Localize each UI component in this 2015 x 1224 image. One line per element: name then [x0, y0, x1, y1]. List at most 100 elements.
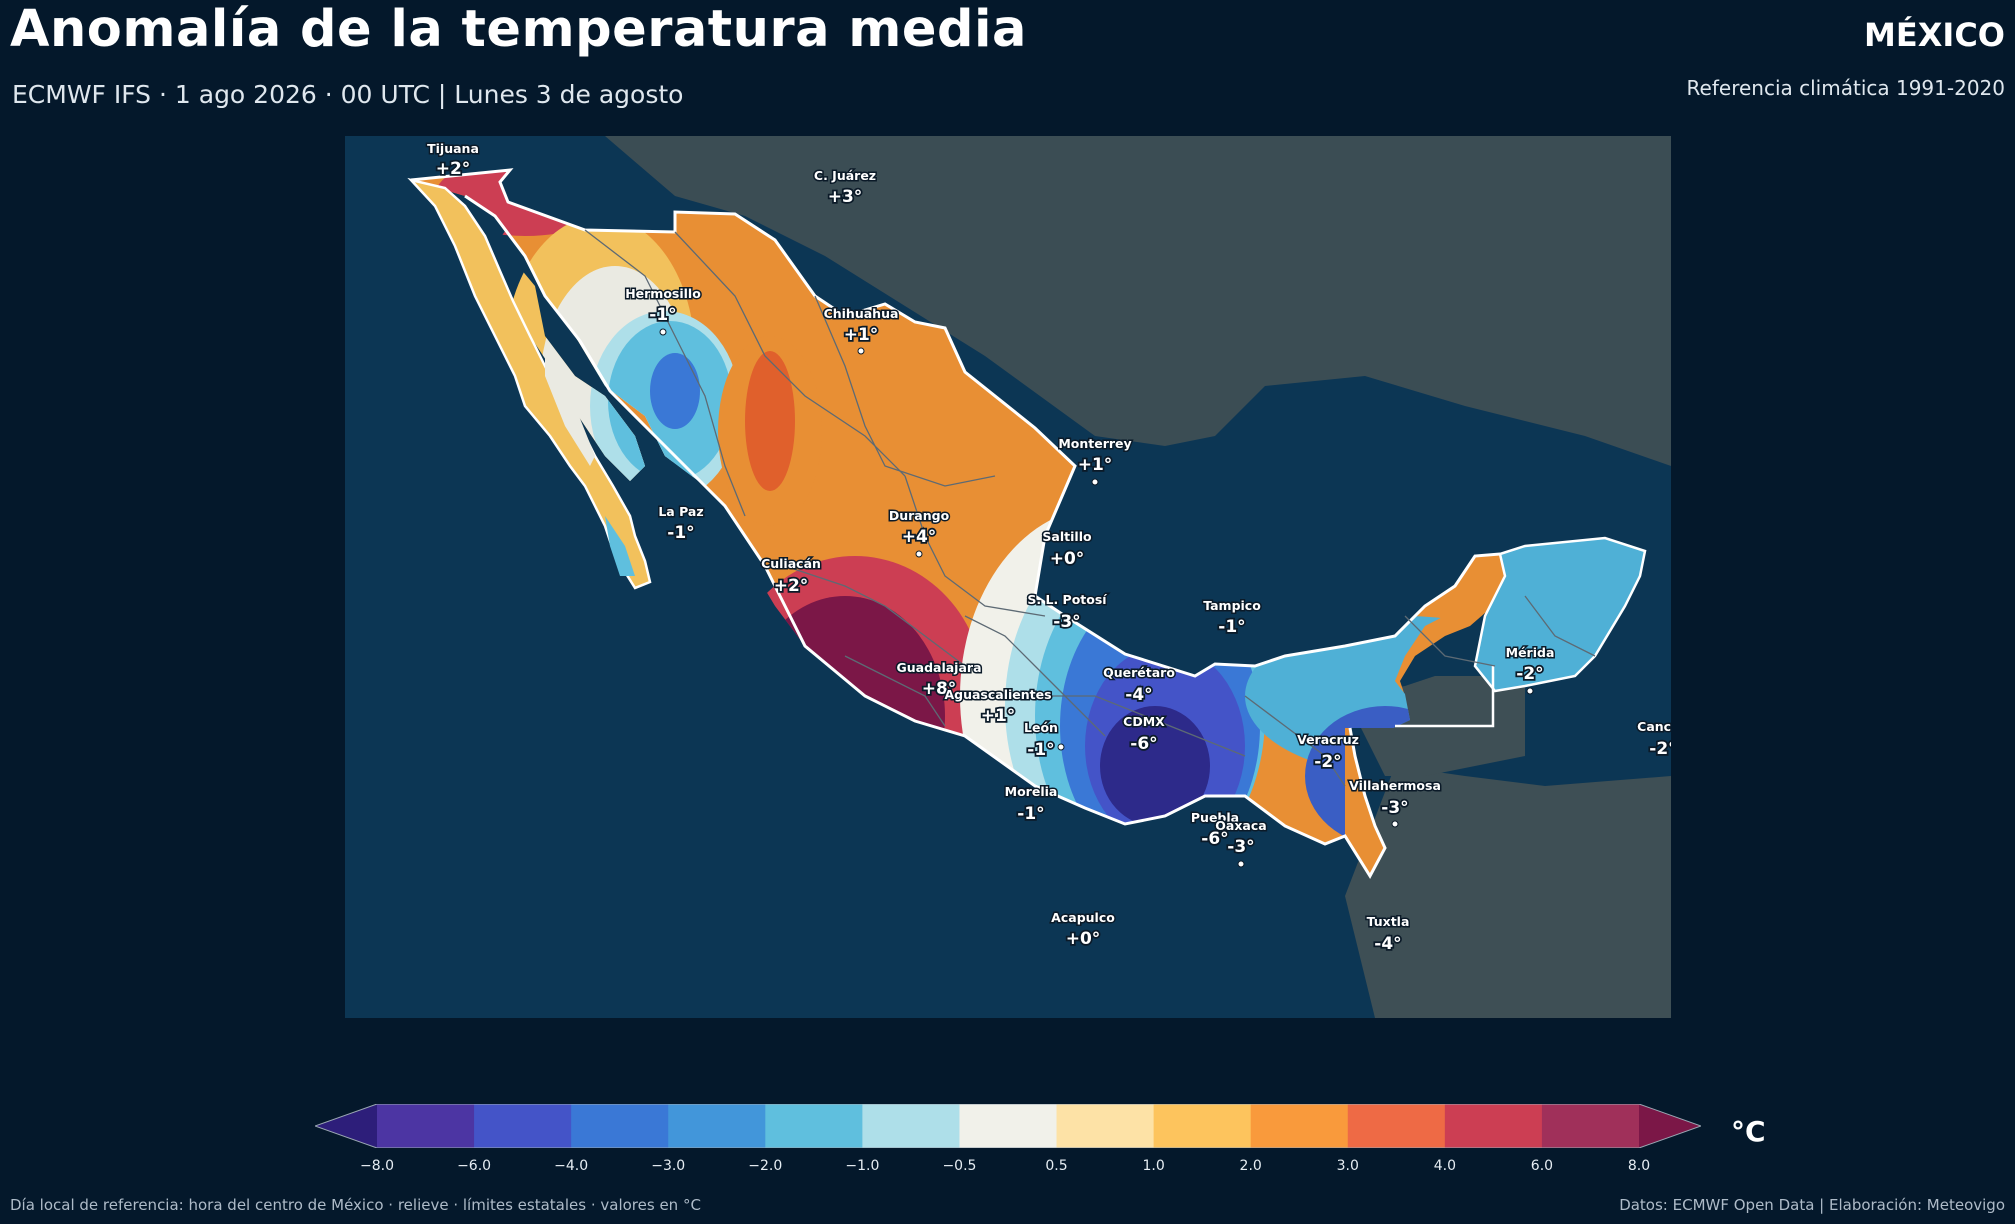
city-ciudad-juarez: C. Juárez +3°: [812, 167, 877, 209]
city-name: León: [1024, 720, 1058, 735]
city-cancun: Cancún -2°: [1636, 718, 1671, 761]
city-anomaly-value: -2°: [1516, 664, 1543, 684]
city-name: La Paz: [658, 504, 703, 519]
guatemala-border: [1395, 666, 1495, 728]
colorbar-tick-label: 2.0: [1239, 1158, 1262, 1174]
baja-neutral-band: [545, 346, 595, 466]
colorbar-tick-label: −3.0: [651, 1158, 686, 1174]
city-name: Guadalajara: [896, 660, 981, 675]
city-queretaro: Querétaro -4°: [1102, 664, 1177, 707]
city-name: Culiacán: [761, 556, 821, 571]
city-anomaly-value: -2°: [1649, 739, 1671, 759]
city-anomaly-value: -1°: [1027, 740, 1054, 760]
yucatan-peninsula: [1473, 536, 1647, 693]
city-culiacan: Culiacán +2°: [760, 555, 823, 598]
baja-california: [407, 177, 652, 590]
city-anomaly-value: -1°: [649, 305, 676, 325]
city-leon: León -1°: [1023, 719, 1065, 762]
colorbar-tick-label: −4.0: [554, 1158, 589, 1174]
city-name: S. L. Potosí: [1027, 592, 1107, 607]
mexico-coastline-pacific: [464, 194, 1387, 879]
colorbar: [315, 1104, 1701, 1148]
anomaly-cold-core-nw: [650, 353, 700, 429]
colorbar-segment: [1153, 1104, 1252, 1148]
colorbar-tick-label: 1.0: [1142, 1158, 1165, 1174]
colorbar-segment: [1250, 1104, 1349, 1148]
colorbar-segment: [668, 1104, 766, 1148]
colorbar-tick-label: 0.5: [1045, 1158, 1068, 1174]
city-anomaly-value: -6°: [1130, 734, 1157, 754]
city-anomaly-value: +1°: [1078, 455, 1113, 475]
city-acapulco: Acapulco +0°: [1050, 909, 1117, 951]
city-monterrey: Monterrey +1°: [1057, 435, 1133, 486]
city-puebla: Puebla -6°: [1189, 809, 1240, 851]
region-label: MÉXICO: [1864, 16, 2005, 54]
city-anomaly-value: -3°: [1227, 837, 1254, 857]
city-tijuana: Tijuana +2°: [426, 140, 481, 181]
city-labels: Tijuana +2° C. Juárez +3° Hermosillo -1°…: [426, 140, 1671, 956]
city-anomaly-value: -3°: [1381, 798, 1408, 818]
city-morelia: Morelia -1°: [1003, 783, 1059, 826]
city-anomaly-value: +4°: [902, 527, 937, 547]
city-name: Chihuahua: [824, 306, 899, 321]
city-dot: [1057, 743, 1065, 751]
city-durango: Durango +4°: [887, 507, 951, 558]
city-name: Morelia: [1005, 784, 1058, 799]
city-anomaly-value: -2°: [1314, 752, 1341, 772]
colorbar-extend-high: [1639, 1104, 1701, 1148]
city-dot: [1091, 478, 1099, 486]
city-name: Aguascalientes: [944, 687, 1051, 702]
city-name: Acapulco: [1051, 910, 1115, 925]
city-name: Villahermosa: [1349, 778, 1441, 793]
city-name: C. Juárez: [814, 168, 876, 183]
city-name: Mérida: [1506, 645, 1555, 660]
city-dot: [1526, 687, 1534, 695]
city-anomaly-value: -1°: [667, 523, 694, 543]
city-villahermosa: Villahermosa -3°: [1348, 777, 1442, 828]
footer-note: Día local de referencia: hora del centro…: [10, 1196, 701, 1214]
city-name: Puebla: [1191, 810, 1239, 825]
city-la-paz: La Paz -1°: [657, 503, 705, 545]
city-tuxtla: Tuxtla -4°: [1365, 913, 1411, 956]
colorbar-segment: [1347, 1104, 1446, 1148]
city-anomaly-value: +8°: [922, 679, 957, 699]
city-name: Saltillo: [1042, 529, 1092, 544]
anomaly-map: Tijuana +2° C. Juárez +3° Hermosillo -1°…: [345, 136, 1671, 1018]
city-name: Veracruz: [1297, 732, 1359, 747]
colorbar-extend-low: [315, 1104, 377, 1148]
city-anomaly-value: -4°: [1374, 934, 1401, 954]
city-anomaly-value: -1°: [1017, 804, 1044, 824]
city-anomaly-value: +2°: [436, 159, 471, 179]
city-san-luis-potosi: S. L. Potosí -3°: [1026, 591, 1109, 634]
map-subtitle: ECMWF IFS · 1 ago 2026 · 00 UTC | Lunes …: [12, 80, 684, 109]
city-merida: Mérida -2°: [1504, 644, 1556, 695]
city-name: Durango: [889, 508, 950, 523]
colorbar-tick-label: −0.5: [942, 1158, 977, 1174]
city-anomaly-value: +1°: [981, 706, 1016, 726]
city-anomaly-value: +3°: [828, 187, 863, 207]
city-veracruz: Veracruz -2°: [1296, 731, 1361, 774]
city-dot: [915, 550, 923, 558]
colorbar-segment: [1541, 1104, 1640, 1148]
city-hermosillo: Hermosillo -1°: [624, 285, 703, 336]
city-aguascalientes: Aguascalientes +1°: [943, 686, 1053, 728]
city-name: Tuxtla: [1367, 914, 1410, 929]
usa-landmass: [605, 136, 1671, 466]
baja-cool-tip: [605, 516, 635, 576]
city-dot: [857, 347, 865, 355]
city-anomaly-value: +2°: [774, 576, 809, 596]
colorbar-segment: [862, 1104, 960, 1148]
colorbar-tick-label: 4.0: [1433, 1158, 1456, 1174]
footer-credits: Datos: ECMWF Open Data | Elaboración: Me…: [1619, 1196, 2005, 1214]
anomaly-central-core: [1100, 706, 1210, 826]
climate-reference: Referencia climática 1991-2020: [1686, 76, 2005, 100]
city-anomaly-value: -1°: [1218, 617, 1245, 637]
colorbar-segments: [315, 1104, 1701, 1148]
city-oaxaca: Oaxaca -3°: [1214, 817, 1268, 868]
city-dot: [1391, 820, 1399, 828]
city-name: Hermosillo: [625, 286, 701, 301]
city-guadalajara: Guadalajara +8°: [895, 659, 983, 701]
city-saltillo: Saltillo +0°: [1041, 528, 1094, 571]
city-name: Cancún: [1637, 719, 1671, 734]
city-anomaly-value: -4°: [1125, 685, 1152, 705]
